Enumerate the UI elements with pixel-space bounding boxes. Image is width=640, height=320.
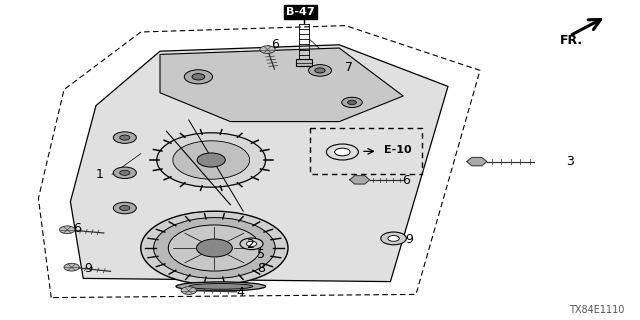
Circle shape <box>120 205 130 211</box>
Text: 7: 7 <box>345 61 353 74</box>
Text: 6: 6 <box>73 222 81 235</box>
Polygon shape <box>160 48 403 122</box>
Text: 6: 6 <box>403 174 410 187</box>
Circle shape <box>141 211 288 285</box>
Circle shape <box>168 225 260 271</box>
Circle shape <box>173 141 250 179</box>
Polygon shape <box>349 176 370 184</box>
Circle shape <box>308 65 332 76</box>
Circle shape <box>184 70 212 84</box>
Circle shape <box>381 232 406 245</box>
Circle shape <box>326 144 358 160</box>
Circle shape <box>348 100 356 105</box>
Circle shape <box>335 148 350 156</box>
Circle shape <box>197 153 225 167</box>
Circle shape <box>246 241 257 246</box>
Ellipse shape <box>189 284 253 289</box>
Text: 9: 9 <box>84 262 92 275</box>
FancyBboxPatch shape <box>296 59 312 66</box>
Text: 4: 4 <box>236 286 244 299</box>
Circle shape <box>388 236 399 241</box>
Circle shape <box>120 170 130 175</box>
Polygon shape <box>70 45 448 282</box>
Text: 8: 8 <box>257 262 265 275</box>
Ellipse shape <box>176 282 266 291</box>
Circle shape <box>181 287 196 294</box>
Circle shape <box>113 202 136 214</box>
Circle shape <box>60 226 75 234</box>
Text: 3: 3 <box>566 155 573 168</box>
Circle shape <box>120 135 130 140</box>
Text: TX84E1110: TX84E1110 <box>568 305 624 316</box>
Text: 2: 2 <box>246 238 253 251</box>
Polygon shape <box>467 157 487 166</box>
Text: E-10: E-10 <box>384 145 412 155</box>
Circle shape <box>113 167 136 179</box>
Circle shape <box>196 239 232 257</box>
Circle shape <box>342 97 362 108</box>
Circle shape <box>260 46 275 53</box>
Text: B-47: B-47 <box>287 7 315 17</box>
Circle shape <box>64 263 79 271</box>
Text: 6: 6 <box>271 38 279 51</box>
Circle shape <box>113 132 136 143</box>
Text: FR.: FR. <box>560 35 583 47</box>
Text: 1: 1 <box>95 168 103 181</box>
Text: 5: 5 <box>257 248 265 261</box>
Text: 9: 9 <box>406 233 413 246</box>
Circle shape <box>157 133 266 187</box>
Circle shape <box>154 218 275 278</box>
Circle shape <box>315 68 325 73</box>
Circle shape <box>240 238 263 250</box>
Circle shape <box>192 74 205 80</box>
